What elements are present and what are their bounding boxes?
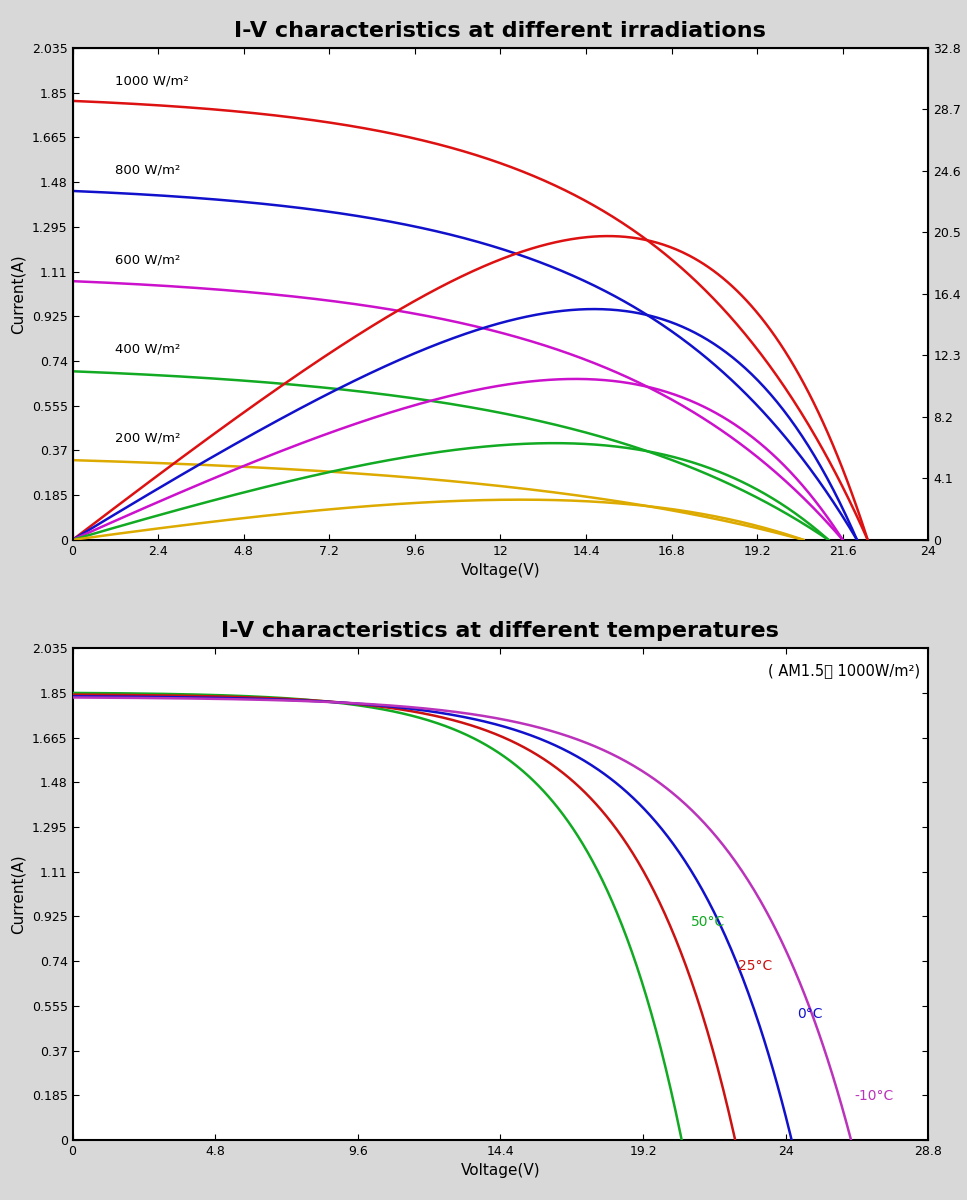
Text: -10°C: -10°C — [854, 1090, 894, 1104]
Text: ( AM1.5， 1000W/m²): ( AM1.5， 1000W/m²) — [768, 662, 920, 678]
Text: 200 W/m²: 200 W/m² — [115, 432, 181, 445]
Title: I-V characteristics at different irradiations: I-V characteristics at different irradia… — [234, 20, 767, 41]
X-axis label: Voltage(V): Voltage(V) — [460, 563, 541, 578]
Y-axis label: Current(A): Current(A) — [11, 854, 26, 934]
X-axis label: Voltage(V): Voltage(V) — [460, 1164, 541, 1178]
Text: 800 W/m²: 800 W/m² — [115, 163, 181, 176]
Text: 400 W/m²: 400 W/m² — [115, 342, 181, 355]
Text: 0°C: 0°C — [798, 1007, 823, 1021]
Title: I-V characteristics at different temperatures: I-V characteristics at different tempera… — [221, 620, 779, 641]
Text: 25°C: 25°C — [738, 959, 773, 973]
Text: 50°C: 50°C — [690, 916, 725, 930]
Text: 1000 W/m²: 1000 W/m² — [115, 74, 190, 88]
Text: 600 W/m²: 600 W/m² — [115, 253, 181, 266]
Y-axis label: Current(A): Current(A) — [11, 254, 26, 334]
